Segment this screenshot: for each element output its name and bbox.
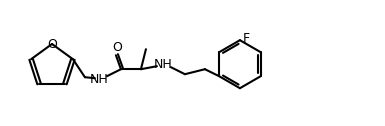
Text: NH: NH (90, 73, 108, 86)
Text: O: O (112, 41, 122, 54)
Text: F: F (243, 32, 249, 45)
Text: NH: NH (154, 58, 172, 71)
Text: O: O (47, 38, 57, 51)
